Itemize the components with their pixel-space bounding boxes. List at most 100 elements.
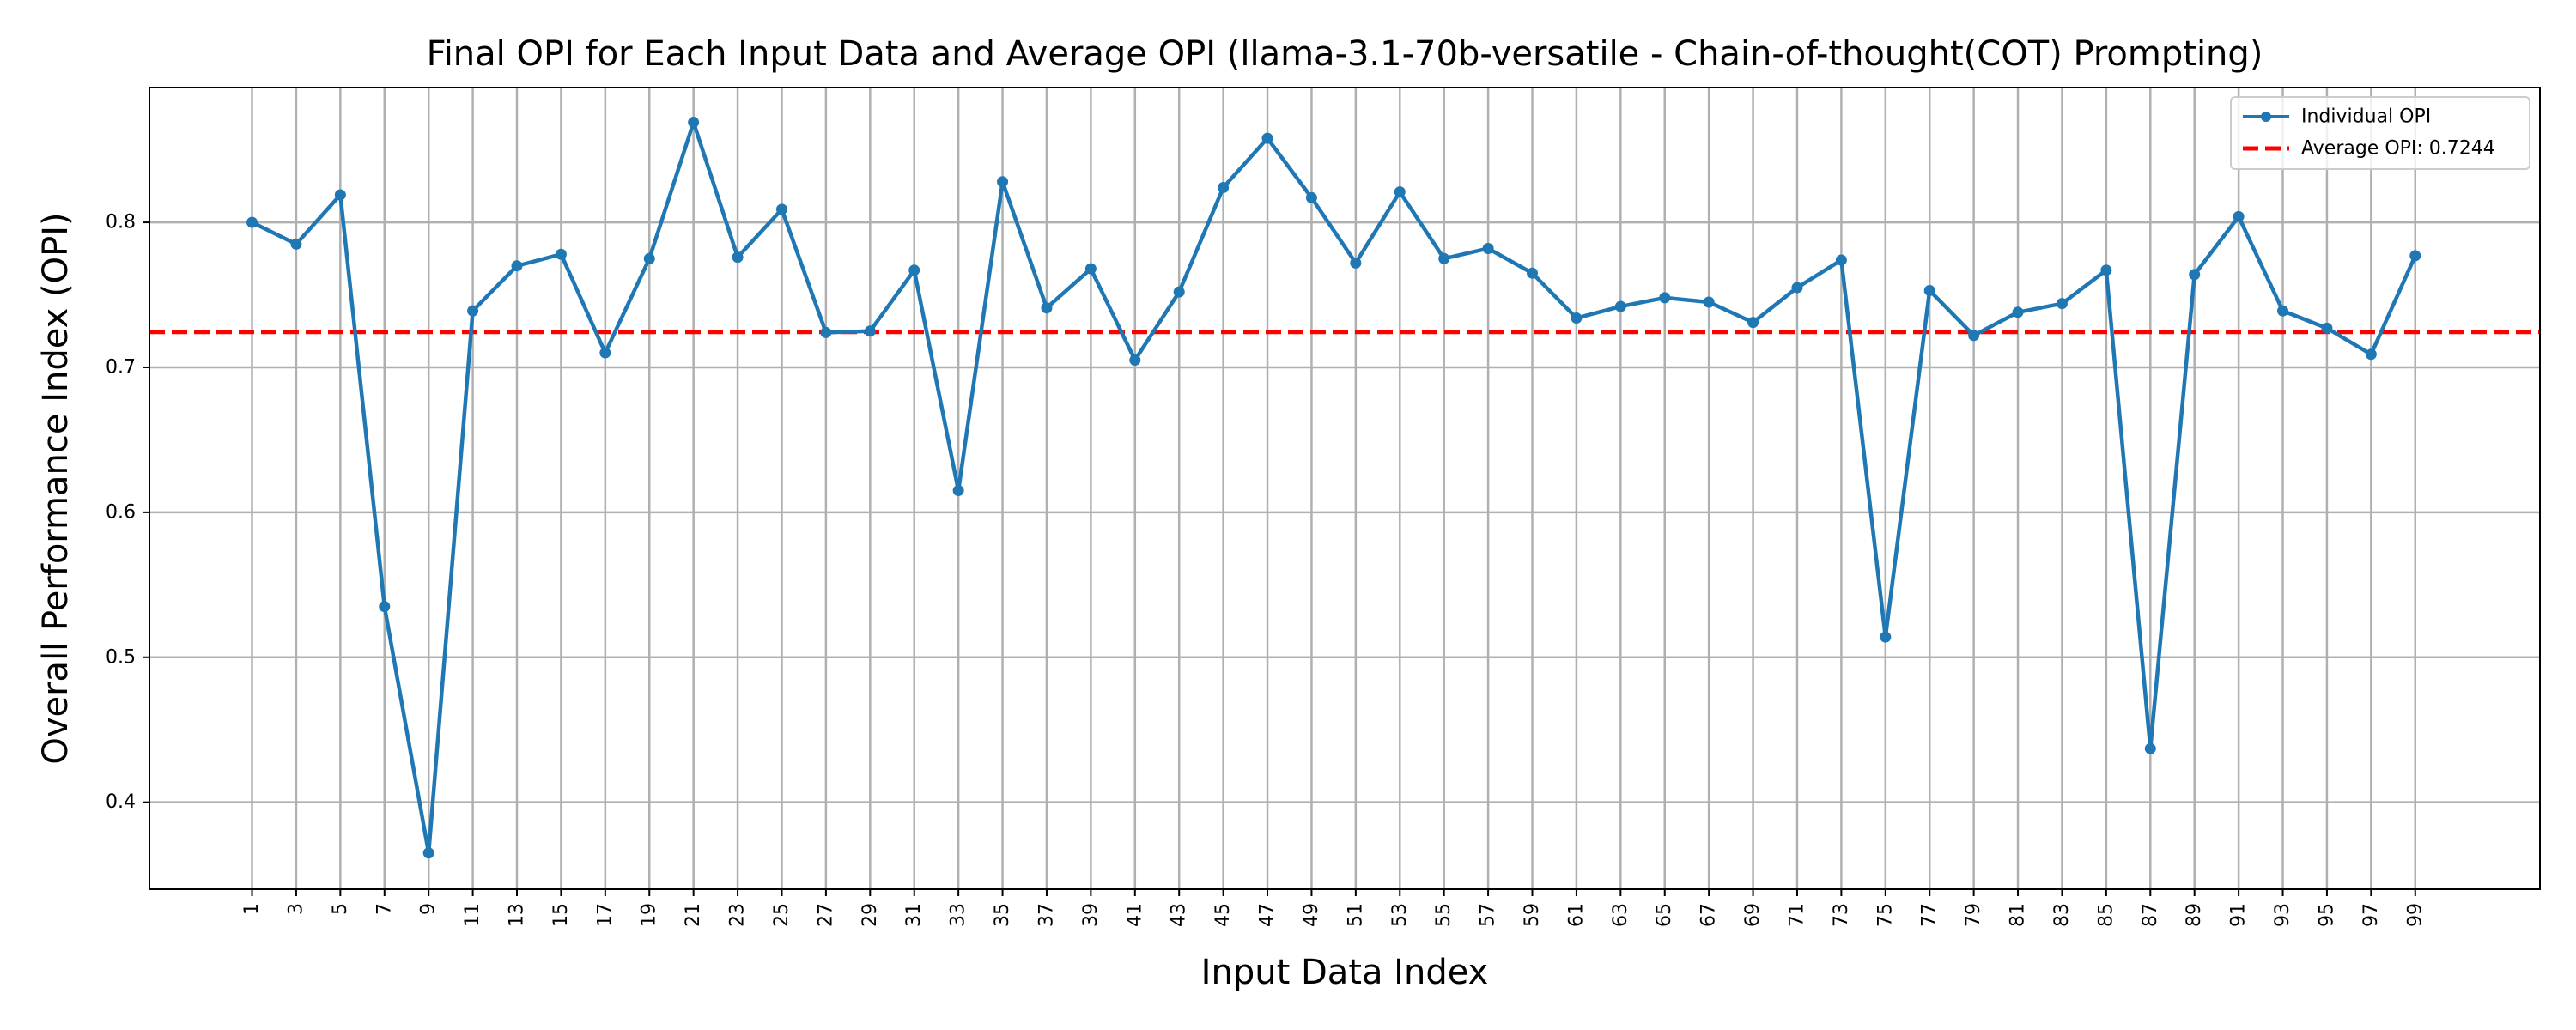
x-tick-label: 25 [771,903,793,927]
data-point [555,248,567,260]
data-point [1438,252,1450,264]
x-tick-label: 61 [1565,903,1587,927]
data-point [1968,330,1980,342]
x-tick-label: 41 [1124,903,1145,927]
x-tick-label: 95 [2316,903,2337,927]
data-point [1923,284,1935,296]
x-tick-label: 51 [1345,903,1366,927]
y-axis-label: Overall Performance Index (OPI) [36,212,76,764]
data-point [334,189,346,201]
data-point [952,485,964,497]
legend-series-label: Individual OPI [2301,106,2431,128]
data-point [2233,210,2245,222]
data-point [1350,257,1362,269]
x-tick-label: 67 [1698,903,1720,927]
x-tick-label: 89 [2184,903,2205,927]
series-line-individual-opi [251,120,2417,856]
x-tick-label: 15 [550,903,572,927]
x-tick-label: 99 [2404,903,2426,927]
x-tick-label: 47 [1257,903,1279,927]
data-point [290,238,302,250]
x-tick-label: 77 [1919,903,1941,927]
x-tick-label: 55 [1433,903,1455,927]
data-point [908,264,920,276]
data-point [732,251,744,264]
x-tick-label: 75 [1874,903,1896,927]
x-tick-label: 59 [1522,903,1543,927]
x-tick-label: 33 [948,903,969,927]
x-tick-label: 45 [1212,903,1234,927]
data-point [1261,132,1273,144]
data-point [1394,186,1406,198]
axis-ticks: 1 3 5 7 9 11 13 15 17 19 21 23 25 27 29 31 33 35 37 39 41 43 4… [106,212,2426,927]
y-tick-label: 0.7 [106,356,136,378]
data-point [2012,306,2024,318]
y-tick-label: 0.8 [106,212,136,233]
chart-title: Final OPI for Each Input Data and Averag… [427,34,2263,74]
x-tick-label: 1 [241,903,263,915]
data-point [864,325,876,337]
data-point [2409,250,2421,262]
data-point [643,252,655,264]
data-point [1482,242,1494,254]
data-point [775,203,787,215]
grid [149,88,2540,889]
x-tick-label: 63 [1610,903,1631,927]
data-point [2365,348,2377,360]
data-point [997,176,1009,188]
x-tick-label: 21 [683,903,704,927]
data-point [1173,286,1185,298]
data-point [1041,302,1053,314]
y-tick-label: 0.4 [106,791,136,813]
x-tick-label: 23 [727,903,749,927]
data-point [422,847,434,859]
data-point [379,601,391,613]
data-point [688,117,700,129]
data-point [2144,742,2156,754]
data-point [1659,292,1671,304]
data-point [1791,282,1803,294]
x-tick-label: 3 [285,903,307,915]
data-point [2277,305,2289,317]
data-point [467,305,479,317]
data-point [1835,254,1847,266]
data-point [2100,264,2112,276]
x-tick-label: 11 [462,903,483,927]
x-tick-label: 27 [815,903,836,927]
x-tick-label: 79 [1963,903,1984,927]
x-tick-label: 69 [1742,903,1764,927]
x-tick-label: 7 [374,903,395,915]
data-point [1747,317,1759,329]
x-tick-label: 81 [2008,903,2029,927]
x-tick-label: 17 [594,903,616,927]
data-point [1084,263,1097,275]
data-point [1129,354,1141,367]
legend-series-marker [2261,112,2271,122]
x-tick-label: 35 [992,903,1013,927]
data-point [2189,269,2201,281]
legend-average-label: Average OPI: 0.7244 [2301,138,2495,160]
data-point [599,347,611,359]
x-tick-label: 87 [2140,903,2161,927]
x-tick-label: 53 [1389,903,1411,927]
x-tick-label: 93 [2272,903,2293,927]
data-point [1527,267,1539,279]
data-point [1880,631,1892,643]
x-tick-label: 97 [2360,903,2382,927]
x-tick-label: 85 [2095,903,2117,927]
x-tick-label: 43 [1169,903,1190,927]
x-axis-label: Input Data Index [1201,953,1489,992]
x-tick-label: 65 [1654,903,1675,927]
x-tick-label: 39 [1080,903,1102,927]
legend-box [2230,96,2530,170]
x-tick-label: 37 [1036,903,1057,927]
x-tick-label: 57 [1478,903,1499,927]
data-point [2056,298,2068,310]
x-tick-label: 29 [860,903,881,927]
y-tick-label: 0.6 [106,501,136,523]
plot-area-frame [149,87,2541,890]
x-tick-label: 49 [1301,903,1322,927]
